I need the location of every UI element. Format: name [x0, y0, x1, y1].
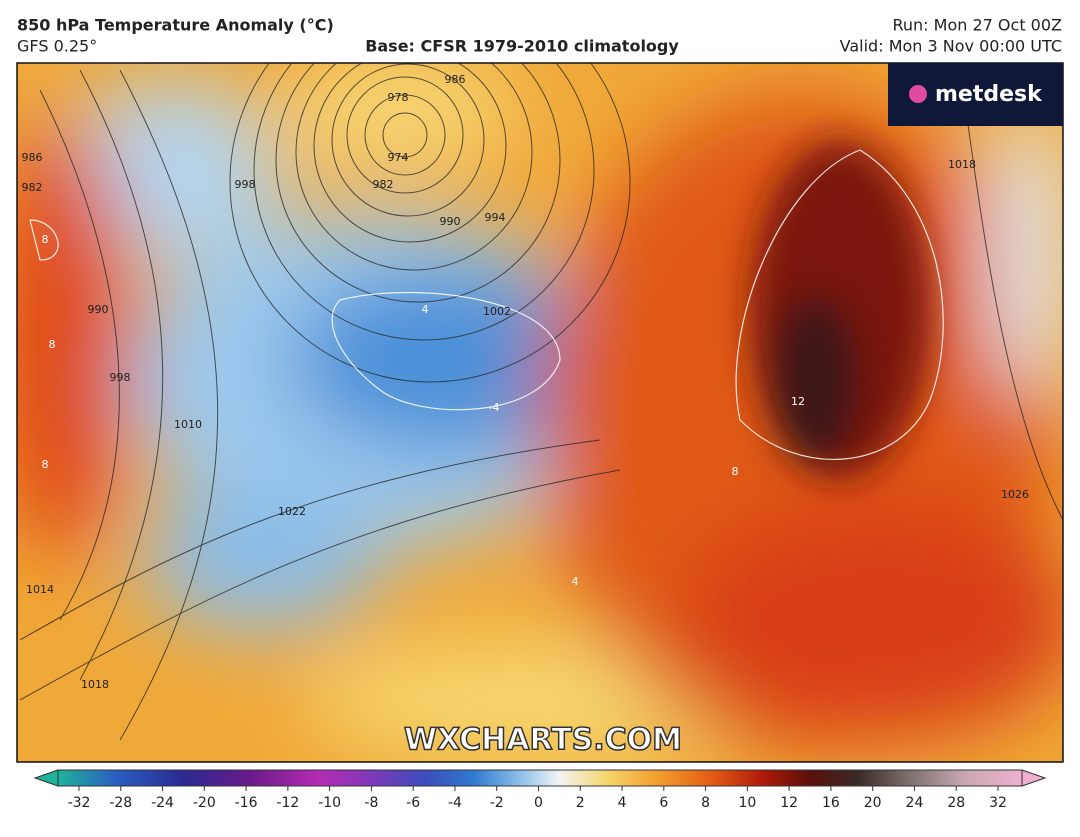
colorbar-tick-label: 0 [534, 795, 543, 811]
colorbar-tick-label: 28 [947, 795, 965, 811]
colorbar-tick-label: 16 [822, 795, 840, 811]
colorbar-tick-label: -16 [235, 795, 258, 811]
colorbar-tick-label: -20 [193, 795, 216, 811]
watermark: WXCHARTS.COM [404, 723, 682, 758]
anomaly-label: 8 [42, 458, 49, 471]
map-frame [16, 62, 1064, 763]
colorbar-tick-label: 4 [618, 795, 627, 811]
isobar-label: 974 [388, 151, 409, 164]
isobar-label: 986 [445, 73, 466, 86]
isobar-label: 1022 [278, 505, 306, 518]
anomaly-label: 4 [422, 303, 429, 316]
colorbar-tick-label: 32 [989, 795, 1007, 811]
colorbar-tick-label: 6 [659, 795, 668, 811]
colorbar-tick-label: 2 [576, 795, 585, 811]
map-labels: 978 986 974 982 990 994 998 1002 1010 1014 1018 102… [22, 73, 1030, 691]
isobar-label: 1002 [483, 305, 511, 318]
valid: Valid: Mon 3 Nov 00:00 UTC [840, 37, 1062, 56]
anomaly-contours [29, 149, 944, 460]
run: Run: Mon 27 Oct 00Z [893, 16, 1063, 35]
isobar-label: 998 [110, 371, 131, 384]
isobar-label: 1014 [26, 583, 54, 596]
isobar-label: 1018 [81, 678, 109, 691]
colorbar-tick-label: -28 [109, 795, 132, 811]
isobar-label: 978 [388, 91, 409, 104]
colorbar-tick-label: -12 [276, 795, 299, 811]
anomaly-label: 12 [791, 395, 805, 408]
title: 850 hPa Temperature Anomaly (°C) [17, 16, 334, 35]
colorbar [57, 769, 1023, 787]
isobar-label: 986 [22, 151, 43, 164]
anomaly-label: 8 [732, 465, 739, 478]
colorbar-tick-label: 10 [738, 795, 756, 811]
isobar-label: 994 [485, 211, 506, 224]
colorbar-tick-label: 20 [864, 795, 882, 811]
isobar-label: 990 [440, 215, 461, 228]
colorbar-tick-label: 8 [701, 795, 710, 811]
isobars [19, 63, 1063, 741]
isobar-label: 1026 [1001, 488, 1029, 501]
colorbar-ticks: -32 -28 -24 -20 -16 -12 -10 -8 -6 -4 -2 0 2 4 6 8 10 12 16… [68, 786, 1007, 811]
colorbar-tick-label: -32 [68, 795, 91, 811]
anomaly-label: 4 [572, 575, 579, 588]
isobar-label: 1018 [948, 158, 976, 171]
colorbar-tick-label: 12 [780, 795, 798, 811]
colorbar-tick-label: -24 [151, 795, 174, 811]
colorbar-tick-label: -6 [406, 795, 420, 811]
colorbar-tick-label: -8 [364, 795, 378, 811]
map [17, 63, 1063, 762]
logo-icon [909, 85, 927, 103]
model: GFS 0.25° [17, 37, 97, 56]
isobar-label: 998 [235, 178, 256, 191]
colorbar-tick-label: -10 [318, 795, 341, 811]
logo: metdesk [935, 82, 1043, 107]
anomaly-label: 8 [42, 233, 49, 246]
isobar-label: 982 [22, 181, 43, 194]
isobar-label: 990 [88, 303, 109, 316]
colorbar-tick-label: -4 [448, 795, 462, 811]
base: Base: CFSR 1979-2010 climatology [365, 37, 679, 56]
isobar-label: 982 [373, 178, 394, 191]
colorbar-tick-label: 24 [906, 795, 924, 811]
anomaly-label: -4 [489, 401, 500, 414]
colorbar-min-arrow [33, 769, 59, 787]
colorbar-tick-label: -2 [490, 795, 504, 811]
isobar-label: 1010 [174, 418, 202, 431]
colorbar-max-arrow [1021, 769, 1047, 787]
anomaly-label: 8 [49, 338, 56, 351]
